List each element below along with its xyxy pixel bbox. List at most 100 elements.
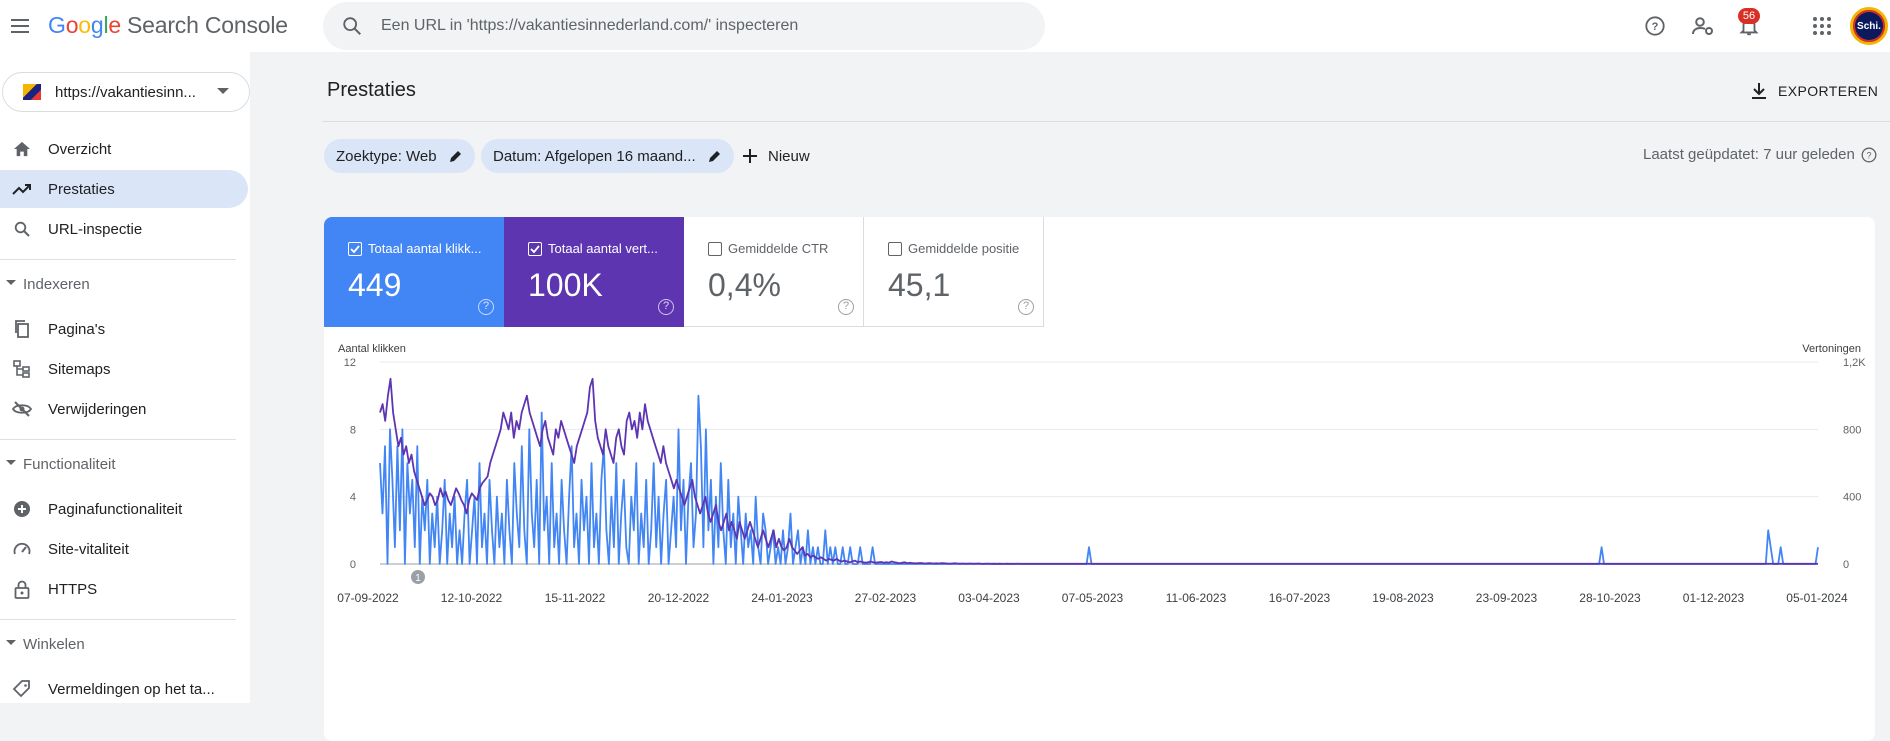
collapse-arrow-icon: [6, 280, 16, 285]
metric-total-impressions[interactable]: Totaal aantal vert... 100K ?: [504, 217, 684, 327]
main-menu-icon[interactable]: [8, 14, 32, 38]
add-filter-button[interactable]: Nieuw: [742, 139, 810, 173]
product-name: Search Console: [127, 12, 288, 38]
trending-up-icon: [12, 180, 32, 198]
eye-off-icon: [12, 400, 32, 418]
collapse-arrow-icon: [6, 640, 16, 645]
sidebar-item-sitemaps[interactable]: Sitemaps: [0, 350, 248, 388]
right-axis-title: Vertoningen: [1802, 343, 1861, 355]
sidebar-item-label: Sitemaps: [48, 361, 111, 378]
metric-value: 45,1: [888, 267, 951, 303]
x-tick-label: 05-01-2024: [1786, 591, 1848, 605]
help-icon[interactable]: ?: [658, 299, 674, 315]
section-label: Indexeren: [23, 276, 90, 293]
x-tick-label: 15-11-2022: [545, 591, 606, 605]
metric-avg-ctr[interactable]: Gemiddelde CTR 0,4% ?: [684, 217, 864, 327]
google-logo-text: Google: [48, 12, 121, 38]
url-inspect-input[interactable]: [381, 14, 1021, 38]
plus-icon: [743, 149, 757, 163]
sidebar-item-prestaties[interactable]: Prestaties: [0, 170, 248, 208]
filter-chip-date[interactable]: Datum: Afgelopen 16 maand...: [481, 139, 734, 173]
sidebar-item-paginas[interactable]: Pagina's: [0, 310, 248, 348]
filter-chip-label: Datum: Afgelopen 16 maand...: [493, 147, 696, 165]
metric-avg-position[interactable]: Gemiddelde positie 45,1 ?: [864, 217, 1044, 327]
x-tick-label: 12-10-2022: [441, 591, 503, 605]
section-label: Functionaliteit: [23, 456, 116, 473]
right-tick-label: 0: [1843, 559, 1849, 571]
account-avatar[interactable]: Schi.: [1850, 7, 1888, 45]
left-tick-label: 8: [350, 424, 356, 436]
sidebar-divider: [0, 439, 236, 440]
sidebar-item-label: HTTPS: [48, 581, 98, 598]
right-tick-label: 1,2K: [1843, 357, 1866, 369]
filter-chip-search-type[interactable]: Zoektype: Web: [324, 139, 475, 173]
search-icon: [12, 220, 32, 238]
export-button[interactable]: EXPORTEREN: [1750, 78, 1878, 104]
site-favicon-icon: [23, 84, 41, 100]
sidebar-item-vermeldingen[interactable]: Vermeldingen op het ta...: [0, 670, 248, 708]
notifications-count-badge: 56: [1738, 8, 1760, 24]
sidebar-item-https[interactable]: HTTPS: [0, 570, 248, 608]
metric-label: Gemiddelde CTR: [728, 241, 829, 256]
help-icon[interactable]: ?: [478, 299, 494, 315]
metric-total-clicks[interactable]: Totaal aantal klikk... 449 ?: [324, 217, 504, 327]
logo[interactable]: Google Search Console: [48, 12, 288, 39]
checkbox-unchecked-icon[interactable]: [708, 242, 722, 256]
section-label: Winkelen: [23, 636, 85, 653]
gauge-icon: [12, 540, 32, 558]
section-indexeren[interactable]: Indexeren: [0, 270, 240, 298]
x-tick-label: 23-09-2023: [1476, 591, 1538, 605]
left-tick-label: 12: [344, 357, 356, 369]
lock-icon: [12, 580, 32, 599]
x-tick-label: 03-04-2023: [958, 591, 1020, 605]
sidebar-item-label: Overzicht: [48, 141, 112, 158]
filter-chip-label: Zoektype: Web: [336, 147, 437, 165]
help-icon[interactable]: ?: [1018, 299, 1034, 315]
x-tick-label: 27-02-2023: [855, 591, 917, 605]
sidebar-item-verwijderingen[interactable]: Verwijderingen: [0, 390, 248, 428]
metric-value: 100K: [528, 267, 603, 303]
export-label: EXPORTEREN: [1778, 83, 1879, 99]
sidebar-item-overzicht[interactable]: Overzicht: [0, 130, 248, 168]
sidebar-item-url-inspectie[interactable]: URL-inspectie: [0, 210, 248, 248]
performance-chart[interactable]: Aantal klikken Vertoningen 12 1,2K 8 800 4 400 0…: [324, 217, 1875, 741]
checkbox-checked-icon[interactable]: [348, 242, 362, 256]
sidebar-item-label: Vermeldingen op het ta...: [48, 681, 215, 698]
property-selector[interactable]: https://vakantiesinn...: [2, 72, 250, 112]
checkbox-unchecked-icon[interactable]: [888, 242, 902, 256]
left-tick-label: 4: [350, 492, 356, 504]
annotation-label: 1: [415, 573, 421, 584]
main-content: Prestaties EXPORTEREN Zoektype: Web Datu…: [250, 52, 1890, 741]
metric-label: Totaal aantal klikk...: [368, 241, 482, 256]
tag-icon: [12, 680, 32, 698]
help-icon[interactable]: ?: [1861, 147, 1877, 163]
left-tick-label: 0: [350, 559, 356, 571]
apps-grid-icon[interactable]: [1808, 12, 1836, 40]
sidebar: https://vakantiesinn... Overzicht Presta…: [0, 52, 250, 703]
sidebar-divider: [0, 259, 236, 260]
x-tick-label: 28-10-2023: [1579, 591, 1641, 605]
sidebar-item-label: URL-inspectie: [48, 221, 143, 238]
metric-label: Gemiddelde positie: [908, 241, 1020, 256]
section-functionaliteit[interactable]: Functionaliteit: [0, 450, 240, 478]
url-inspect-search-bar[interactable]: [323, 2, 1045, 50]
last-updated-text: Laatst geüpdatet: 7 uur geleden: [1643, 146, 1855, 163]
section-winkelen[interactable]: Winkelen: [0, 630, 240, 658]
metric-value: 0,4%: [708, 267, 781, 303]
sidebar-item-paginafunctionaliteit[interactable]: Paginafunctionaliteit: [0, 490, 248, 528]
user-settings-icon[interactable]: [1689, 12, 1717, 40]
svg-text:?: ?: [1652, 21, 1659, 33]
help-icon[interactable]: ?: [1641, 12, 1669, 40]
download-icon: [1752, 83, 1766, 99]
x-tick-label: 24-01-2023: [751, 591, 813, 605]
help-icon[interactable]: ?: [838, 299, 854, 315]
edit-pencil-icon: [449, 151, 461, 162]
dropdown-arrow-icon: [217, 88, 229, 94]
last-updated: Laatst geüpdatet: 7 uur geleden ?: [1643, 146, 1877, 163]
top-app-bar: Google Search Console ? 56 Schi.: [0, 0, 1890, 52]
edit-pencil-icon: [708, 151, 720, 162]
sidebar-item-site-vitaliteit[interactable]: Site-vitaliteit: [0, 530, 248, 568]
right-tick-label: 800: [1843, 424, 1861, 436]
collapse-arrow-icon: [6, 460, 16, 465]
checkbox-checked-icon[interactable]: [528, 242, 542, 256]
